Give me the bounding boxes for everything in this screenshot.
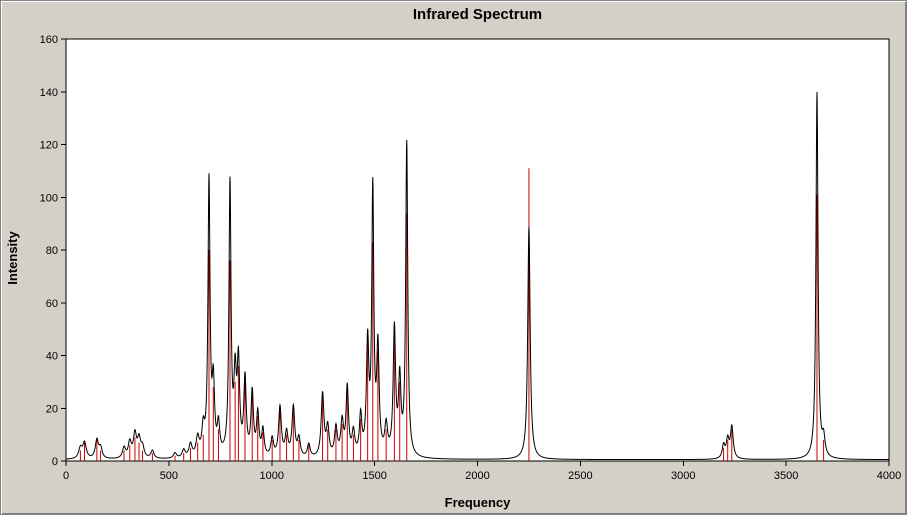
y-tick-label: 140 [40,87,58,99]
y-tick-label: 80 [46,245,58,257]
x-tick-label: 2500 [568,470,592,482]
y-tick-label: 0 [52,456,58,468]
x-tick-label: 3000 [671,470,695,482]
plot-area [65,38,890,462]
spectrum-curve [65,91,890,461]
y-tick-label: 20 [46,403,58,415]
y-tick-label: 40 [46,351,58,363]
x-tick-label: 0 [63,470,69,482]
y-tick-label: 100 [40,192,58,204]
y-tick-label: 60 [46,298,58,310]
chart-title: Infrared Spectrum [412,6,543,23]
y-axis: 0 20 40 60 80 100 120 140 160 [40,34,66,468]
y-tick-label: 120 [40,140,58,152]
peak-intensity-sticks [79,168,825,461]
x-tick-label: 500 [160,470,178,482]
x-tick-label: 2000 [465,470,489,482]
x-tick-label: 4000 [877,470,901,482]
x-tick-label: 1500 [362,470,386,482]
x-tick-label: 3500 [774,470,798,482]
x-tick-label: 1000 [260,470,284,482]
y-tick-label: 160 [40,34,58,46]
x-axis-label: Frequency [444,495,511,510]
x-axis: 0 500 1000 1500 2000 2500 3000 3500 4000 [63,461,901,482]
